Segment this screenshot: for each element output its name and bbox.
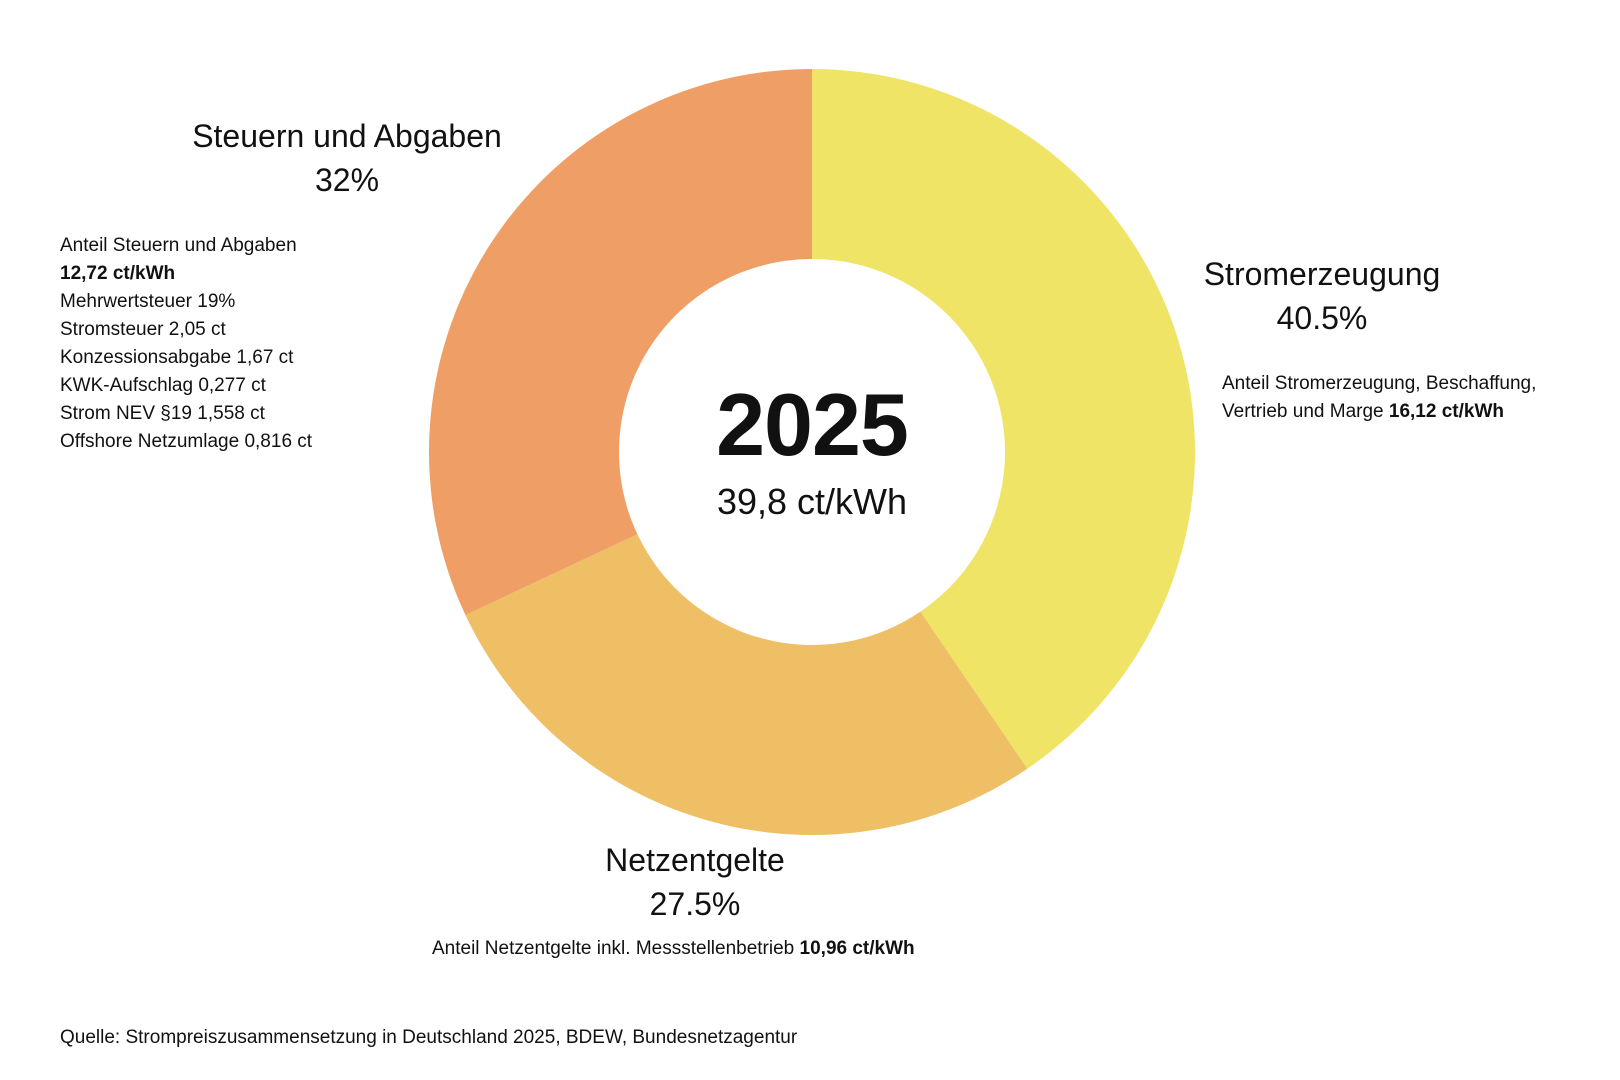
center-price: 39,8 ct/kWh — [716, 481, 908, 522]
netz-detail: Anteil Netzentgelte inkl. Messstellenbet… — [432, 935, 915, 963]
steuern-percent: 32% — [314, 162, 380, 198]
netz-percent: 27.5% — [649, 886, 741, 922]
steuern-item: Strom NEV §19 1,558 ct — [60, 403, 265, 424]
netz-label: Netzentgelte 27.5% — [545, 838, 845, 926]
netz-title: Netzentgelte — [605, 842, 785, 878]
steuern-detail-prefix: Anteil Steuern und Abgaben — [60, 235, 297, 256]
strom-detail-prefix: Anteil Stromerzeugung, Beschaffung, — [1222, 373, 1537, 394]
steuern-item: Offshore Netzumlage 0,816 ct — [60, 431, 313, 452]
steuern-item: Konzessionsabgabe 1,67 ct — [60, 347, 294, 368]
slice-stromerzeugung — [812, 69, 1195, 769]
slice-steuern-abgaben — [428, 69, 812, 616]
netz-detail-prefix: Anteil Netzentgelte inkl. Messstellenbet… — [432, 938, 795, 959]
steuern-item: Stromsteuer 2,05 ct — [60, 319, 226, 340]
strom-percent: 40.5% — [1276, 300, 1368, 336]
strom-title: Stromerzeugung — [1203, 256, 1441, 292]
steuern-item: KWK-Aufschlag 0,277 ct — [60, 375, 266, 396]
strom-detail-line2: Vertrieb und Marge — [1222, 401, 1384, 422]
steuern-title: Steuern und Abgaben — [192, 118, 502, 154]
source-note: Quelle: Strompreiszusammensetzung in Deu… — [60, 1027, 798, 1048]
steuern-item: Mehrwertsteuer 19% — [60, 291, 236, 312]
steuern-detail-amount: 12,72 ct/kWh — [60, 263, 176, 284]
strom-detail-amount: 16,12 ct/kWh — [1388, 401, 1504, 422]
slice-netzentgelte — [465, 534, 1028, 835]
strom-detail: Anteil Stromerzeugung, Beschaffung, Vert… — [1222, 370, 1536, 426]
strom-label: Stromerzeugung 40.5% — [1172, 252, 1472, 340]
steuern-label: Steuern und Abgaben 32% — [169, 114, 525, 202]
netz-detail-amount: 10,96 ct/kWh — [799, 938, 915, 959]
center-year: 2025 — [716, 375, 909, 474]
steuern-detail: Anteil Steuern und Abgaben 12,72 ct/kWh … — [60, 232, 312, 456]
